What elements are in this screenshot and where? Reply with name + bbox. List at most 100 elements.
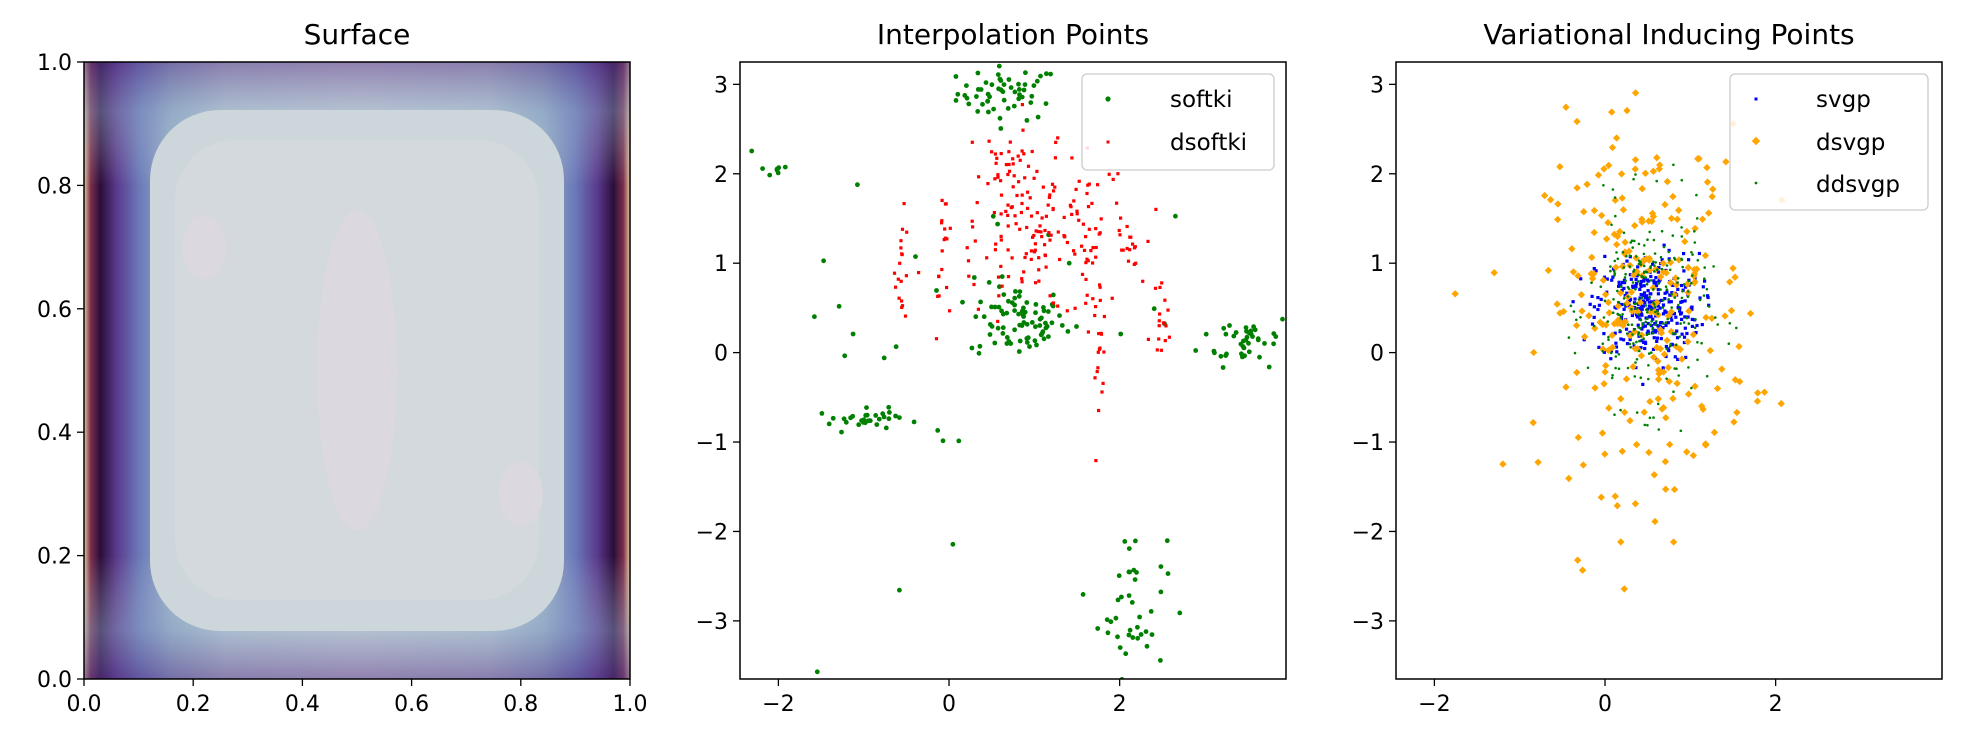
point-svgp [1676,306,1680,310]
point-softki [1287,354,1292,359]
point-ddsvgp [1619,408,1622,412]
point-dsoftki [1110,296,1114,300]
point-dsoftki [1033,242,1037,246]
point-dsvgp [1623,106,1631,115]
point-softki [776,165,782,171]
point-softki [1034,342,1039,348]
point-dsvgp [1721,312,1729,320]
point-dsoftki [1006,248,1010,252]
point-softki [861,417,867,423]
point-softki [981,314,987,320]
point-dsvgp [1620,585,1628,593]
point-softki [973,314,979,320]
point-dsoftki [1125,224,1129,229]
y-tick-label: 1 [714,252,728,277]
point-ddsvgp [1675,367,1678,371]
point-softki [1233,330,1239,335]
point-dsoftki [1093,313,1097,318]
point-dsoftki [997,294,1001,298]
point-dsoftki [1062,235,1067,239]
point-softki [1158,564,1164,569]
point-ddsvgp [1693,230,1696,233]
point-ddsvgp [1654,310,1657,314]
point-ddsvgp [1614,355,1618,358]
point-ddsvgp [1640,296,1644,300]
point-ddsvgp [1653,305,1657,309]
point-ddsvgp [1667,250,1670,254]
point-svgp [1656,304,1660,308]
point-softki [691,347,696,352]
point-ddsvgp [1639,334,1643,338]
point-dsvgp [1544,266,1553,275]
point-svgp [1638,317,1642,321]
point-dsvgp [1730,418,1738,426]
point-dsvgp [1641,169,1650,177]
point-softki [1212,350,1217,356]
point-svgp [1652,336,1656,340]
point-ddsvgp [1690,251,1693,254]
point-softki [1016,87,1022,92]
point-softki [1126,593,1132,598]
point-softki [997,76,1003,82]
point-softki [1004,335,1010,340]
point-dsoftki [1073,306,1077,310]
point-dsvgp [1590,269,1598,278]
point-svgp [1666,321,1670,325]
point-dsoftki [1029,214,1034,218]
point-softki [886,404,892,410]
point-dsvgp [1608,143,1617,152]
point-softki [986,109,991,115]
point-svgp [1680,332,1684,336]
point-softki [989,82,995,88]
point-svgp [1633,297,1637,301]
point-dsvgp [1601,368,1609,376]
point-softki [881,355,887,361]
point-dsoftki [1006,224,1010,228]
point-softki [975,70,981,76]
point-dsvgp [1673,379,1681,388]
point-dsvgp [1613,502,1621,510]
point-softki [1074,324,1079,329]
y-tick-label: 1 [1370,252,1384,277]
point-svgp [1640,327,1644,331]
point-dsoftki [1026,164,1031,168]
point-softki [1158,589,1164,595]
point-ddsvgp [1680,226,1683,229]
point-dsvgp [1777,399,1785,408]
point-svgp [1671,312,1675,316]
point-ddsvgp [1623,303,1626,306]
point-softki [1039,315,1044,321]
point-dsoftki [1046,203,1050,207]
point-dsoftki [999,234,1003,238]
point-svgp [1680,317,1684,321]
point-svgp [1592,267,1596,271]
point-dsvgp [1705,209,1713,217]
point-ddsvgp [1650,320,1653,323]
point-ddsvgp [1634,288,1637,291]
point-svgp [1622,338,1626,342]
point-softki [1049,320,1055,326]
point-dsvgp [1664,363,1672,372]
point-dsoftki [940,219,944,223]
point-dsvgp [1534,458,1542,466]
point-ddsvgp [1714,316,1717,319]
point-dsoftki [905,230,909,234]
point-dsoftki [1164,324,1168,328]
point-dsoftki [1087,227,1091,231]
point-ddsvgp [1567,336,1571,339]
interpolation-panel: Interpolation Points −2 0 2 −3 −2 −1 0 1 2 3 soft… [691,18,1292,717]
point-dsoftki [1074,187,1078,191]
point-ddsvgp [1607,338,1610,342]
point-dsvgp [1662,485,1670,493]
point-softki [767,172,773,178]
point-svgp [1658,321,1663,325]
point-dsvgp [1673,215,1681,223]
point-svgp [1652,279,1656,283]
point-softki [1022,82,1028,87]
legend-marker-ddsvgp [1754,181,1758,185]
point-softki [1240,354,1245,360]
point-softki [1266,364,1272,370]
interpolation-ticks: −2 0 2 −3 −2 −1 0 1 2 3 [696,73,1127,717]
point-svgp [1646,289,1650,293]
point-svgp [1683,315,1687,319]
